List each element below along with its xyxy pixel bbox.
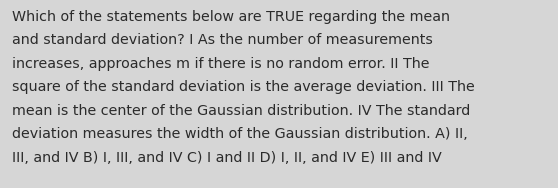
Text: and standard deviation? I As the number of measurements: and standard deviation? I As the number … [12, 33, 433, 48]
Text: increases, approaches m if there is no random error. II The: increases, approaches m if there is no r… [12, 57, 430, 71]
Text: III, and IV B) I, III, and IV C) I and II D) I, II, and IV E) III and IV: III, and IV B) I, III, and IV C) I and I… [12, 151, 442, 165]
Text: deviation measures the width of the Gaussian distribution. A) II,: deviation measures the width of the Gaus… [12, 127, 468, 142]
Text: Which of the statements below are TRUE regarding the mean: Which of the statements below are TRUE r… [12, 10, 450, 24]
Text: mean is the center of the Gaussian distribution. IV The standard: mean is the center of the Gaussian distr… [12, 104, 470, 118]
Text: square of the standard deviation is the average deviation. III The: square of the standard deviation is the … [12, 80, 475, 95]
